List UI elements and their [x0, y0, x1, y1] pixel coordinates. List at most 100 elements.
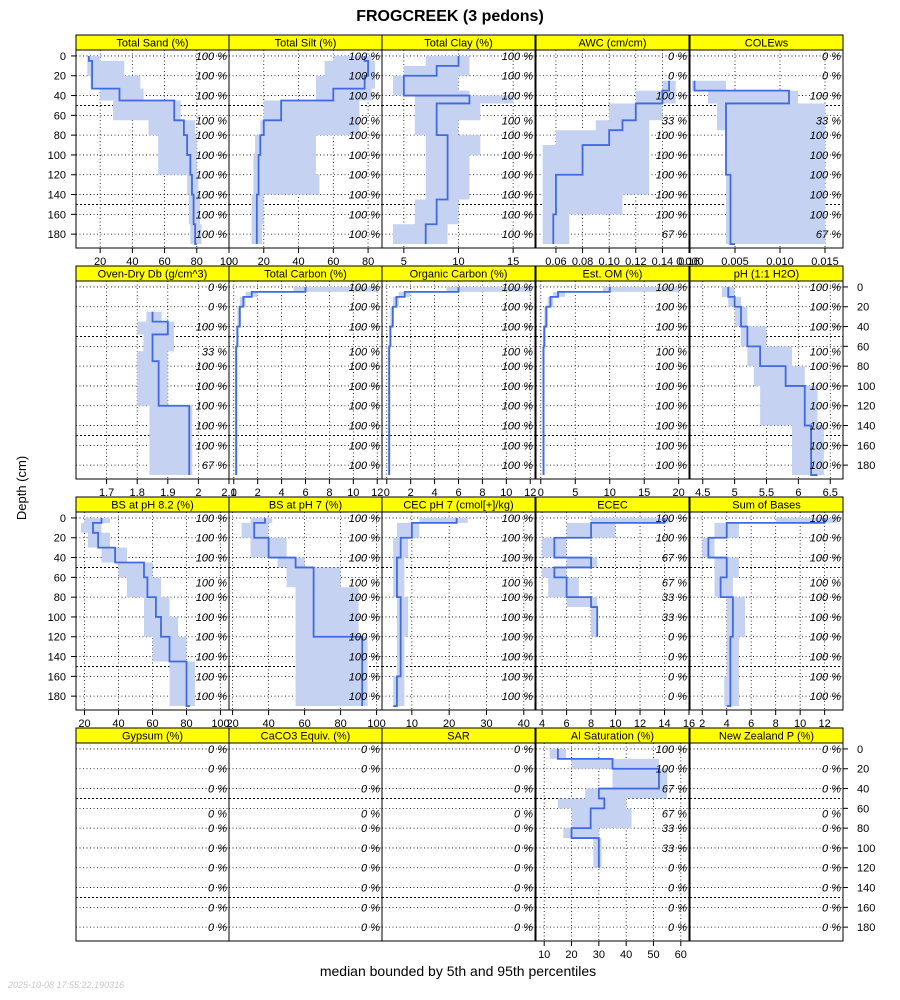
panel-ph-1-1-h2o-xtick-label: 5 — [732, 487, 738, 499]
depth-axis-row-3: 0 20 40 60 80 100 120 140 160 180 — [48, 513, 76, 703]
panel-bs-at-ph-7-median-line — [253, 517, 364, 707]
panel-est-om-pct-label: 100 % — [656, 282, 687, 294]
panel-ecec-pct-label: 0 % — [668, 632, 687, 644]
panel-cec-ph-7-cmol-kg-strip-label: CEC pH 7 (cmol[+]/kg) — [403, 500, 513, 512]
panel-bs-at-ph-7-pct-label: 100 % — [349, 577, 380, 589]
panel-cec-ph-7-cmol-kg-pct-label: 100 % — [502, 553, 533, 565]
panel-ph-1-1-h2o-pct-label: 100 % — [810, 346, 841, 358]
panel-total-silt-pct-label: 100 % — [349, 51, 380, 63]
panel-oven-dry-db-g-cm-3-median-line — [151, 311, 191, 476]
panel-al-saturation-pct-label: 0 % — [668, 922, 687, 934]
panel-oven-dry-db-g-cm-3-pct-label: 100 % — [196, 381, 227, 393]
panel-caco3-equiv-strip-label: CaCO3 Equiv. (%) — [261, 731, 351, 743]
panel-ph-1-1-h2o-pct-label: 100 % — [810, 440, 841, 452]
panel-colews-strip-label: COLEws — [745, 38, 789, 50]
figure-title: FROGCREEK (3 pedons) — [356, 8, 544, 25]
panel-awc-cm-cm-band — [542, 80, 676, 245]
depth-tick-label: 120 — [857, 401, 875, 413]
panel-total-sand-pct-label: 100 % — [196, 209, 227, 221]
panel-caco3-equiv-pct-label: 0 % — [361, 823, 380, 835]
panel-awc-cm-cm-pct-label: 100 % — [656, 170, 687, 182]
panel-colews-pct-label: 100 % — [810, 91, 841, 103]
panel-cec-ph-7-cmol-kg-pct-label: 100 % — [502, 691, 533, 703]
panel-sum-of-bases-band — [702, 517, 837, 707]
panel-total-silt-xtick-label: 60 — [327, 256, 339, 268]
panel-cec-ph-7-cmol-kg-xtick-label: 30 — [480, 718, 492, 730]
panel-sar-pct-label: 0 % — [514, 823, 533, 835]
depth-tick-label: 0 — [857, 282, 863, 294]
panel-total-sand-pct-label: 100 % — [196, 51, 227, 63]
panel-total-silt-median-line — [255, 55, 369, 245]
panel-total-clay-xtick-label: 5 — [401, 256, 407, 268]
panel-total-sand-band — [87, 55, 202, 245]
panel-sar-pct-label: 0 % — [514, 808, 533, 820]
depth-tick-label: 80 — [857, 823, 869, 835]
panel-ecec-xtick-label: 16 — [683, 718, 695, 730]
panel-bs-at-ph-7-pct-label: 100 % — [349, 671, 380, 683]
panel-organic-carbon-xtick-label: 8 — [479, 487, 485, 499]
panel-total-sand-pct-label: 100 % — [196, 150, 227, 162]
panel-sar-pct-label: 0 % — [514, 784, 533, 796]
panel-organic-carbon-xtick-label: 4 — [432, 487, 438, 499]
panel-ph-1-1-h2o-strip-label: pH (1:1 H2O) — [734, 269, 799, 281]
panel-bs-at-ph-8-2-xtick-label: 40 — [112, 718, 124, 730]
panel-colews-xtick-label: 0.000 — [676, 256, 704, 268]
panel-cec-ph-7-cmol-kg-pct-label: 100 % — [502, 671, 533, 683]
depth-tick-label: 100 — [857, 381, 875, 393]
panel-bs-at-ph-8-2-pct-label: 100 % — [196, 632, 227, 644]
depth-tick-label: 120 — [857, 863, 875, 875]
depth-tick-label: 180 — [857, 460, 875, 472]
panel-total-silt-pct-label: 100 % — [349, 150, 380, 162]
panel-al-saturation-band — [549, 748, 668, 868]
panel-total-sand-pct-label: 100 % — [196, 130, 227, 142]
depth-tick-label: 60 — [857, 341, 869, 353]
panel-total-sand-pct-label: 100 % — [196, 190, 227, 202]
panel-al-saturation-xtick-label: 50 — [647, 949, 659, 961]
depth-tick-label: 140 — [857, 421, 875, 433]
panel-gypsum-pct-label: 0 % — [208, 863, 227, 875]
panel-total-carbon-grid — [229, 281, 382, 479]
panel-ecec-pct-label: 67 % — [662, 577, 687, 589]
panel-oven-dry-db-g-cm-3-strip-label: Oven-Dry Db (g/cm^3) — [98, 269, 208, 281]
panel-bs-at-ph-8-2-band — [81, 517, 195, 707]
panel-awc-cm-cm-pct-label: 67 % — [662, 229, 687, 241]
panel-bs-at-ph-7-xtick-label: 100 — [367, 718, 385, 730]
panel-sum-of-bases-pct-label: 100 % — [810, 632, 841, 644]
panel-ph-1-1-h2o-pct-label: 100 % — [810, 361, 841, 373]
panel-bs-at-ph-8-2-xtick-label: 60 — [146, 718, 158, 730]
panel-cec-ph-7-cmol-kg-xtick-label: 10 — [406, 718, 418, 730]
panel-est-om-pct-label: 100 % — [656, 440, 687, 452]
depth-tick-label: 160 — [48, 209, 66, 221]
depth-tick-label: 140 — [48, 190, 66, 202]
panel-total-carbon-pct-label: 100 % — [349, 421, 380, 433]
panel-ecec-pct-label: 33 % — [662, 592, 687, 604]
depth-tick-label: 80 — [54, 130, 66, 142]
panel-total-carbon-xtick-label: 12 — [371, 487, 383, 499]
depth-tick-label: 80 — [54, 592, 66, 604]
panel-gypsum-pct-label: 0 % — [208, 843, 227, 855]
panel-sum-of-bases-xtick-label: 6 — [748, 718, 754, 730]
panel-sar-strip-label: SAR — [447, 731, 470, 743]
panel-ph-1-1-h2o-xtick-label: 6 — [795, 487, 801, 499]
panel-sar-pct-label: 0 % — [514, 902, 533, 914]
panel-organic-carbon-pct-label: 100 % — [502, 361, 533, 373]
panel-bs-at-ph-7-pct-label: 100 % — [349, 513, 380, 525]
panel-total-silt-strip-label: Total Silt (%) — [275, 38, 337, 50]
panel-bs-at-ph-8-2-pct-label: 100 % — [196, 513, 227, 525]
panel-total-clay-pct-label: 100 % — [502, 71, 533, 83]
panel-caco3-equiv-pct-label: 0 % — [361, 784, 380, 796]
panel-al-saturation-xtick-label: 20 — [565, 949, 577, 961]
panel-awc-cm-cm-xtick-label: 0.14 — [652, 256, 673, 268]
depth-tick-label: 0 — [60, 513, 66, 525]
panel-ecec-xtick-label: 10 — [609, 718, 621, 730]
panel-al-saturation-xtick-label: 40 — [620, 949, 632, 961]
panel-caco3-equiv-pct-label: 0 % — [361, 843, 380, 855]
panel-oven-dry-db-g-cm-3-pct-label: 33 % — [202, 346, 227, 358]
panel-bs-at-ph-8-2-xtick-label: 80 — [180, 718, 192, 730]
panel-sum-of-bases-xtick-label: 4 — [724, 718, 730, 730]
panel-total-sand-xtick-label: 20 — [94, 256, 106, 268]
panel-est-om-frame — [535, 280, 690, 480]
depth-tick-label: 80 — [857, 361, 869, 373]
panel-ecec-pct-label: 33 % — [662, 612, 687, 624]
panel-bs-at-ph-8-2-pct-label: 100 % — [196, 691, 227, 703]
